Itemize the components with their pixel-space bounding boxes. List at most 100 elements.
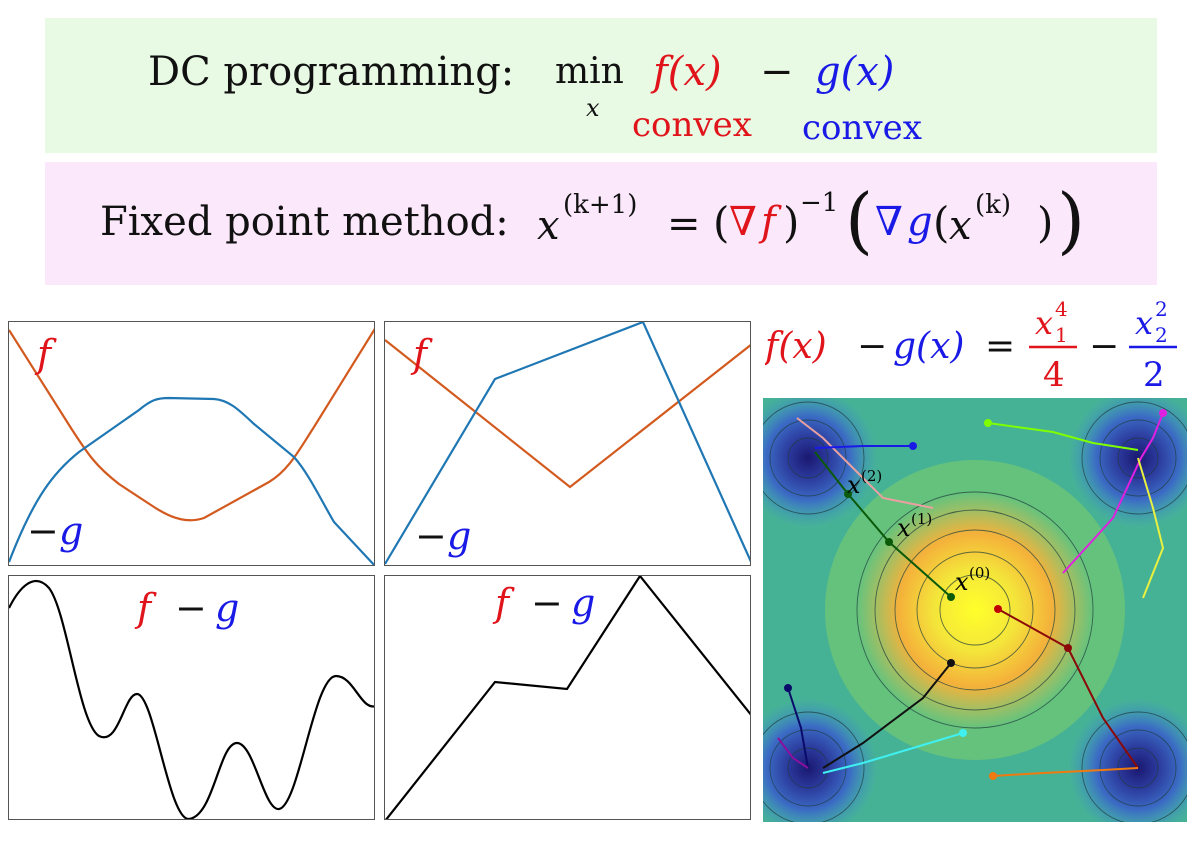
- trajectory-yellow: [1137, 457, 1165, 599]
- frac2-den: 2: [1143, 355, 1165, 392]
- smooth-curves-svg: f − g: [9, 328, 374, 565]
- frac2-num-var: x: [1135, 304, 1153, 342]
- curve-f-minus-g-smooth: [9, 580, 374, 819]
- curve-neg-g-piecewise: [385, 322, 750, 565]
- big-close-paren: ): [1057, 178, 1086, 262]
- iterate-labels: x (0) x (1) x (2): [847, 467, 990, 596]
- frac2-num-sub: 2: [1155, 323, 1168, 347]
- f-convex-note: convex: [632, 105, 752, 145]
- well-top-right: [1068, 398, 1187, 528]
- point-x1: [885, 538, 893, 546]
- formula-g-of-x: g(x): [893, 326, 964, 367]
- piecewise-diff-svg: f − g: [385, 576, 750, 819]
- formula-equals: =: [985, 326, 1015, 367]
- trajectory-lime: [987, 422, 1139, 451]
- frac1-num-var: x: [1035, 304, 1053, 342]
- point-lime-start: [984, 419, 992, 427]
- point-black-start: [947, 659, 955, 667]
- plot-smooth-f-minus-g: f − g: [8, 575, 375, 820]
- frac1-den: 4: [1043, 355, 1065, 392]
- frac1-num-sub: 1: [1055, 323, 1068, 347]
- neg-sign-label: −: [415, 514, 447, 558]
- dc-programming-banner: DC programming: min x f(x) − g(x) convex…: [45, 18, 1157, 153]
- label-x0-sup: (0): [969, 564, 990, 582]
- close-paren-1: ): [783, 198, 800, 247]
- g-label: g: [447, 514, 471, 558]
- nabla-f-letter: f: [761, 199, 776, 245]
- peak-region: [857, 492, 1093, 728]
- trajectory-red: [997, 608, 1139, 769]
- trajectory-pink: [796, 417, 934, 509]
- trajectory-cyan: [822, 732, 964, 774]
- point-red-mid: [1064, 644, 1072, 652]
- nabla-g-symbol: ∇: [875, 199, 903, 245]
- min-subscript: x: [586, 94, 600, 122]
- trajectory-magenta: [1062, 412, 1164, 574]
- point-x2: [844, 490, 852, 498]
- curve-neg-g-smooth: [9, 396, 374, 565]
- inner-x: x: [949, 203, 972, 249]
- plot-smooth-f-neg-g: f − g: [8, 321, 375, 566]
- objective-formula: f(x) − g(x) = x 4 1 4 − x 2 2 2: [765, 297, 1177, 392]
- f-label: f: [410, 332, 433, 376]
- f-label: f: [34, 332, 57, 376]
- dc-label: DC programming:: [148, 49, 515, 95]
- formula-minus: −: [857, 326, 887, 367]
- label-x2-sup: (2): [861, 467, 882, 485]
- point-navy-start: [784, 684, 792, 692]
- point-blue-end: [909, 442, 917, 450]
- point-orange-start: [989, 772, 997, 780]
- lhs-superscript: (k+1): [563, 190, 638, 220]
- trajectory-purple: [777, 737, 809, 769]
- f-label: f: [492, 581, 515, 625]
- curve-f-smooth: [9, 328, 374, 522]
- minus-label: −: [531, 581, 563, 625]
- min-operator: min: [555, 51, 624, 92]
- trajectory-dark-green: [814, 451, 952, 598]
- equals-sign: =: [667, 201, 701, 247]
- fixed-point-banner: Fixed point method: x (k+1) = ( ∇ f ) −1…: [45, 162, 1157, 285]
- inner-superscript: (k): [975, 190, 1012, 220]
- smooth-diff-svg: f − g: [9, 580, 374, 819]
- piecewise-curves-svg: f − g: [385, 322, 750, 565]
- plot-piecewise-f-neg-g: f − g: [384, 321, 751, 566]
- trajectory-blue: [814, 445, 913, 449]
- label-x1: x: [897, 514, 911, 542]
- point-x0: [947, 593, 955, 601]
- formula-f-of-x: f(x): [765, 326, 827, 367]
- point-red-start: [994, 605, 1002, 613]
- f-label: f: [134, 586, 157, 630]
- close-paren-2: ): [1037, 198, 1054, 247]
- minus-sign: −: [760, 49, 794, 95]
- trajectory-orange: [992, 767, 1139, 777]
- curve-f-minus-g-piecewise: [385, 576, 750, 819]
- label-x1-sup: (1): [911, 510, 932, 528]
- minus-label: −: [175, 586, 207, 630]
- g-label: g: [215, 586, 239, 630]
- frac1-num-sup: 4: [1055, 297, 1068, 321]
- g-label: g: [571, 581, 595, 625]
- trajectory-navy: [787, 687, 809, 769]
- open-paren-1: (: [713, 198, 730, 247]
- f-of-x: f(x): [653, 49, 722, 95]
- nabla-f-symbol: ∇: [729, 199, 757, 245]
- iterate-points: [784, 409, 1167, 780]
- nabla-g-letter: g: [907, 199, 933, 245]
- neg-sign-label: −: [27, 509, 59, 553]
- contour-plot: x (0) x (1) x (2): [763, 398, 1187, 822]
- fp-label: Fixed point method:: [100, 199, 509, 245]
- iterate-trajectories: [777, 412, 1165, 777]
- contour-lines: [763, 401, 1187, 822]
- g-convex-note: convex: [802, 108, 922, 148]
- plot-piecewise-f-minus-g: f − g: [384, 575, 751, 820]
- formula-minus-2: −: [1089, 326, 1119, 367]
- point-magenta-start: [1159, 409, 1167, 417]
- g-label: g: [59, 509, 83, 553]
- frac2-num-sup: 2: [1155, 297, 1168, 321]
- curve-f-piecewise: [385, 339, 750, 489]
- point-cyan-end: [959, 729, 967, 737]
- well-bottom-left: [763, 698, 878, 822]
- open-paren-2: (: [933, 198, 950, 247]
- label-x0: x: [955, 568, 969, 596]
- label-x2: x: [847, 471, 861, 499]
